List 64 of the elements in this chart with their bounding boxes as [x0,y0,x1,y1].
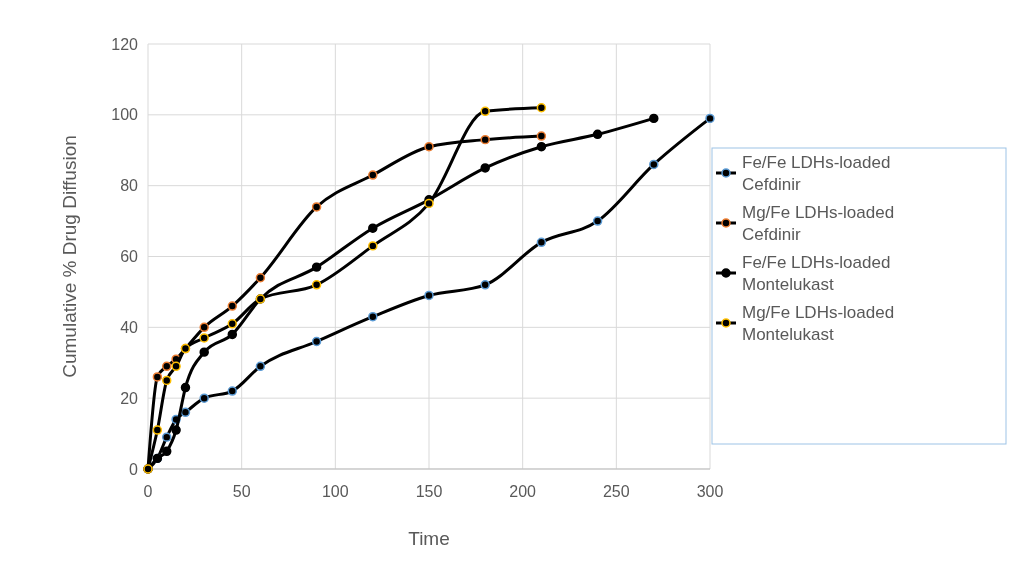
point [171,425,181,435]
point [424,198,434,209]
point [536,131,547,141]
point [199,347,209,357]
point [311,280,322,290]
point [480,163,490,173]
legend-label: Mg/Fe LDHs-loaded Cefdinir [742,202,895,244]
y-tick-label: 40 [120,318,139,336]
y-tick-label: 20 [120,389,139,407]
point [171,361,181,372]
y-tick-label: 0 [129,460,139,478]
point [536,237,547,248]
point [180,407,191,418]
legend-label: Mg/Fe LDHs-loaded Montelukast [742,302,895,344]
point [161,446,172,457]
legend-label: Fe/Fe LDHs-loaded Cefdinir [742,152,891,194]
x-tick-label: 100 [321,483,349,500]
x-tick-label: 250 [602,483,630,500]
point [705,113,715,124]
point [480,106,490,117]
point [311,202,322,212]
y-tick-label: 100 [111,106,139,124]
point [368,223,378,233]
point [227,319,238,329]
point [227,329,238,340]
legend-label: Fe/Fe LDHs-loaded Montelukast [742,252,891,294]
point [227,386,238,396]
x-axis-title: Time [408,528,450,549]
point [199,333,209,343]
point [255,273,266,283]
x-tick-label: 200 [509,483,537,500]
point [424,290,434,301]
point [152,425,163,435]
point [536,103,547,113]
point [592,129,603,140]
x-tick-label: 150 [415,483,443,500]
point [592,216,603,226]
point [649,159,659,170]
x-tick-label: 50 [232,483,251,500]
point [424,141,434,152]
point [161,361,172,372]
point [227,301,238,311]
point [368,241,378,251]
point [161,375,172,386]
point [255,361,266,372]
point [480,280,490,290]
point [199,393,209,403]
x-tick-label: 300 [696,483,724,500]
point [536,141,547,152]
point [152,372,163,382]
point [649,113,659,124]
x-tick-label: 0 [143,483,153,500]
point [161,432,172,442]
point [311,262,322,272]
y-axis-title: Cumulative % Drug Diffusion [59,135,80,378]
y-tick-label: 120 [111,35,139,53]
point [311,336,322,347]
point [480,134,490,145]
y-tick-label: 80 [120,177,139,195]
point [368,311,378,322]
point [368,170,378,180]
point [180,382,191,393]
point [199,322,209,333]
y-tick-label: 60 [120,248,139,266]
